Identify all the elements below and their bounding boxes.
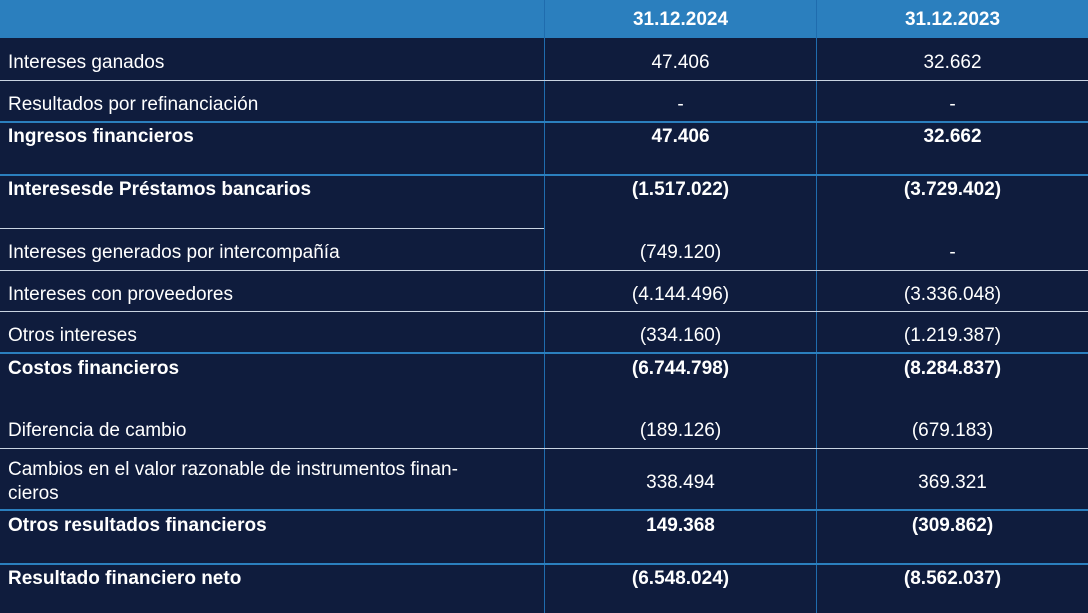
row-label: Diferencia de cambio: [8, 420, 187, 441]
row-divider: [0, 80, 1088, 81]
header-2023: 31.12.2023: [904, 9, 1001, 30]
row-label: Cambios en el valor razonable de instrum…: [8, 458, 458, 506]
value-2023: -: [949, 242, 956, 263]
section-divider: [0, 121, 1088, 123]
value-2023: (679.183): [911, 420, 994, 441]
row-label-line-1: Cambios en el valor razonable de instrum…: [8, 459, 458, 480]
section-divider: [0, 509, 1088, 511]
value-2023: -: [949, 94, 956, 115]
value-2024: (6.744.798): [631, 358, 730, 379]
value-2024: (4.144.496): [631, 284, 730, 305]
section-divider: [0, 563, 1088, 565]
value-2023: 32.662: [923, 52, 982, 73]
value-2023: (3.729.402): [903, 179, 1002, 200]
row-label: Intereses generados por intercompañía: [8, 242, 340, 263]
value-2023: (8.284.837): [903, 358, 1002, 379]
section-divider: [0, 352, 1088, 354]
value-2023: (1.219.387): [903, 325, 1002, 346]
value-2024: (749.120): [639, 242, 722, 263]
row-label: Resultado financiero neto: [8, 568, 242, 589]
row-label: Interesesde Préstamos bancarios: [8, 179, 312, 200]
row-label-line-2: cieros: [8, 483, 59, 504]
value-2024: 47.406: [651, 52, 710, 73]
value-2024: (189.126): [639, 420, 722, 441]
value-2023: 369.321: [918, 472, 987, 493]
row-label: Intereses ganados: [8, 52, 165, 73]
row-label: Resultados por refinanciación: [8, 94, 259, 115]
row-label: Ingresos financieros: [8, 126, 194, 147]
value-2024: 149.368: [646, 515, 715, 536]
value-2024: 47.406: [651, 126, 710, 147]
row-label: Otros intereses: [8, 325, 137, 346]
row-divider: [0, 311, 1088, 312]
value-2024: (334.160): [639, 325, 722, 346]
row-divider: [0, 270, 1088, 271]
value-2024: -: [677, 94, 684, 115]
row-divider: [0, 448, 1088, 449]
header-label-column: [0, 0, 544, 38]
row-divider: [0, 228, 544, 229]
value-2023: (309.862): [911, 515, 994, 536]
value-2024: 338.494: [646, 472, 715, 493]
row-label: Otros resultados financieros: [8, 515, 267, 536]
value-2023: 32.662: [923, 126, 982, 147]
value-2023: (8.562.037): [903, 568, 1002, 589]
value-2023: (3.336.048): [903, 284, 1002, 305]
column-divider-2: [816, 0, 817, 613]
value-2024: (1.517.022): [631, 179, 730, 200]
row-label: Costos financieros: [8, 358, 180, 379]
column-divider-1: [544, 0, 545, 613]
section-divider: [0, 174, 1088, 176]
row-label: Intereses con proveedores: [8, 284, 233, 305]
value-2024: (6.548.024): [631, 568, 730, 589]
header-2024: 31.12.2024: [632, 9, 729, 30]
